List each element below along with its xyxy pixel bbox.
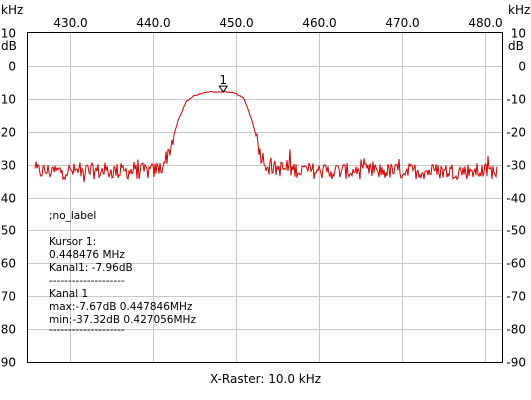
separator-line-bottom: -------------------- — [49, 324, 125, 336]
y-tick-label-left: -10 — [0, 93, 16, 107]
y-tick-label-left: -50 — [0, 224, 16, 238]
y-tick-label-left: -20 — [0, 126, 16, 140]
y-tick-label-right: -10 — [506, 93, 526, 107]
y-tick-label-left: -90 — [0, 356, 16, 370]
y-tick-label-right: -40 — [506, 192, 526, 206]
grid — [28, 33, 502, 362]
min-readout: min:-37.32dB 0.427056MHz — [49, 314, 196, 326]
x-unit-label: kHz — [1, 3, 23, 17]
y-tick-label-left: -30 — [0, 159, 16, 173]
x-tick-label: 450.0 — [219, 16, 253, 30]
y-tick-label-left: 0 — [8, 60, 16, 74]
cursor-title: Kursor 1: — [49, 236, 97, 248]
x-raster-label: X-Raster: 10.0 kHz — [209, 372, 322, 386]
y-tick-label-right: -90 — [506, 356, 526, 370]
y-tick-label-left: 10 — [1, 27, 16, 41]
separator-line: -------------------- — [49, 275, 125, 287]
tick-labels: 430.0 440.0 450.0 460.0 470.0 480.0 10 10 0 0 -10 -… — [0, 16, 526, 370]
x-tick-label: 430.0 — [53, 16, 87, 30]
info-label: ;no_label — [49, 210, 97, 222]
x-tick-label: 440.0 — [136, 16, 170, 30]
y-tick-label-right: -80 — [506, 323, 526, 337]
y-tick-label-left: -70 — [0, 290, 16, 304]
y-tick-label-left: -80 — [0, 323, 16, 337]
marker-label: 1 — [219, 73, 227, 87]
x-tick-label: 470.0 — [385, 16, 419, 30]
y-tick-label-right: 10 — [511, 27, 526, 41]
y-tick-label-left: -40 — [0, 192, 16, 206]
y-unit-label-right: dB — [508, 39, 524, 53]
series-layer — [34, 90, 498, 183]
kanal-title: Kanal 1 — [49, 288, 89, 300]
x-tick-label: 480.0 — [468, 16, 502, 30]
max-readout: max:-7.67dB 0.447846MHz — [49, 301, 193, 313]
y-tick-label-right: -20 — [506, 126, 526, 140]
y-tick-label-right: -70 — [506, 290, 526, 304]
y-tick-label-left: -60 — [0, 257, 16, 271]
marker-triangle — [218, 85, 229, 93]
x-unit-label-right: kHz — [508, 3, 530, 17]
y-tick-label-right: -30 — [506, 159, 526, 173]
plot-frame — [27, 32, 503, 363]
y-tick-label-right: 0 — [518, 60, 526, 74]
cursor-frequency: 0.448476 MHz — [49, 249, 125, 261]
y-tick-label-right: -60 — [506, 257, 526, 271]
spectrum-trace — [34, 90, 498, 183]
cursor-kanal-value: Kanal1: -7.96dB — [49, 262, 133, 274]
y-tick-label-right: -50 — [506, 224, 526, 238]
x-tick-label: 460.0 — [302, 16, 336, 30]
cursor-marker: 1 — [218, 73, 229, 93]
y-unit-label-left: dB — [1, 39, 17, 53]
